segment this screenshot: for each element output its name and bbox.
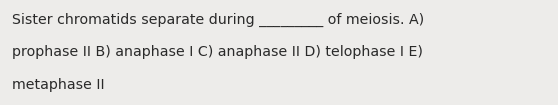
Text: prophase II B) anaphase I C) anaphase II D) telophase I E): prophase II B) anaphase I C) anaphase II… — [12, 45, 423, 59]
Text: metaphase II: metaphase II — [12, 78, 105, 92]
Text: Sister chromatids separate during _________ of meiosis. A): Sister chromatids separate during ______… — [12, 13, 425, 27]
